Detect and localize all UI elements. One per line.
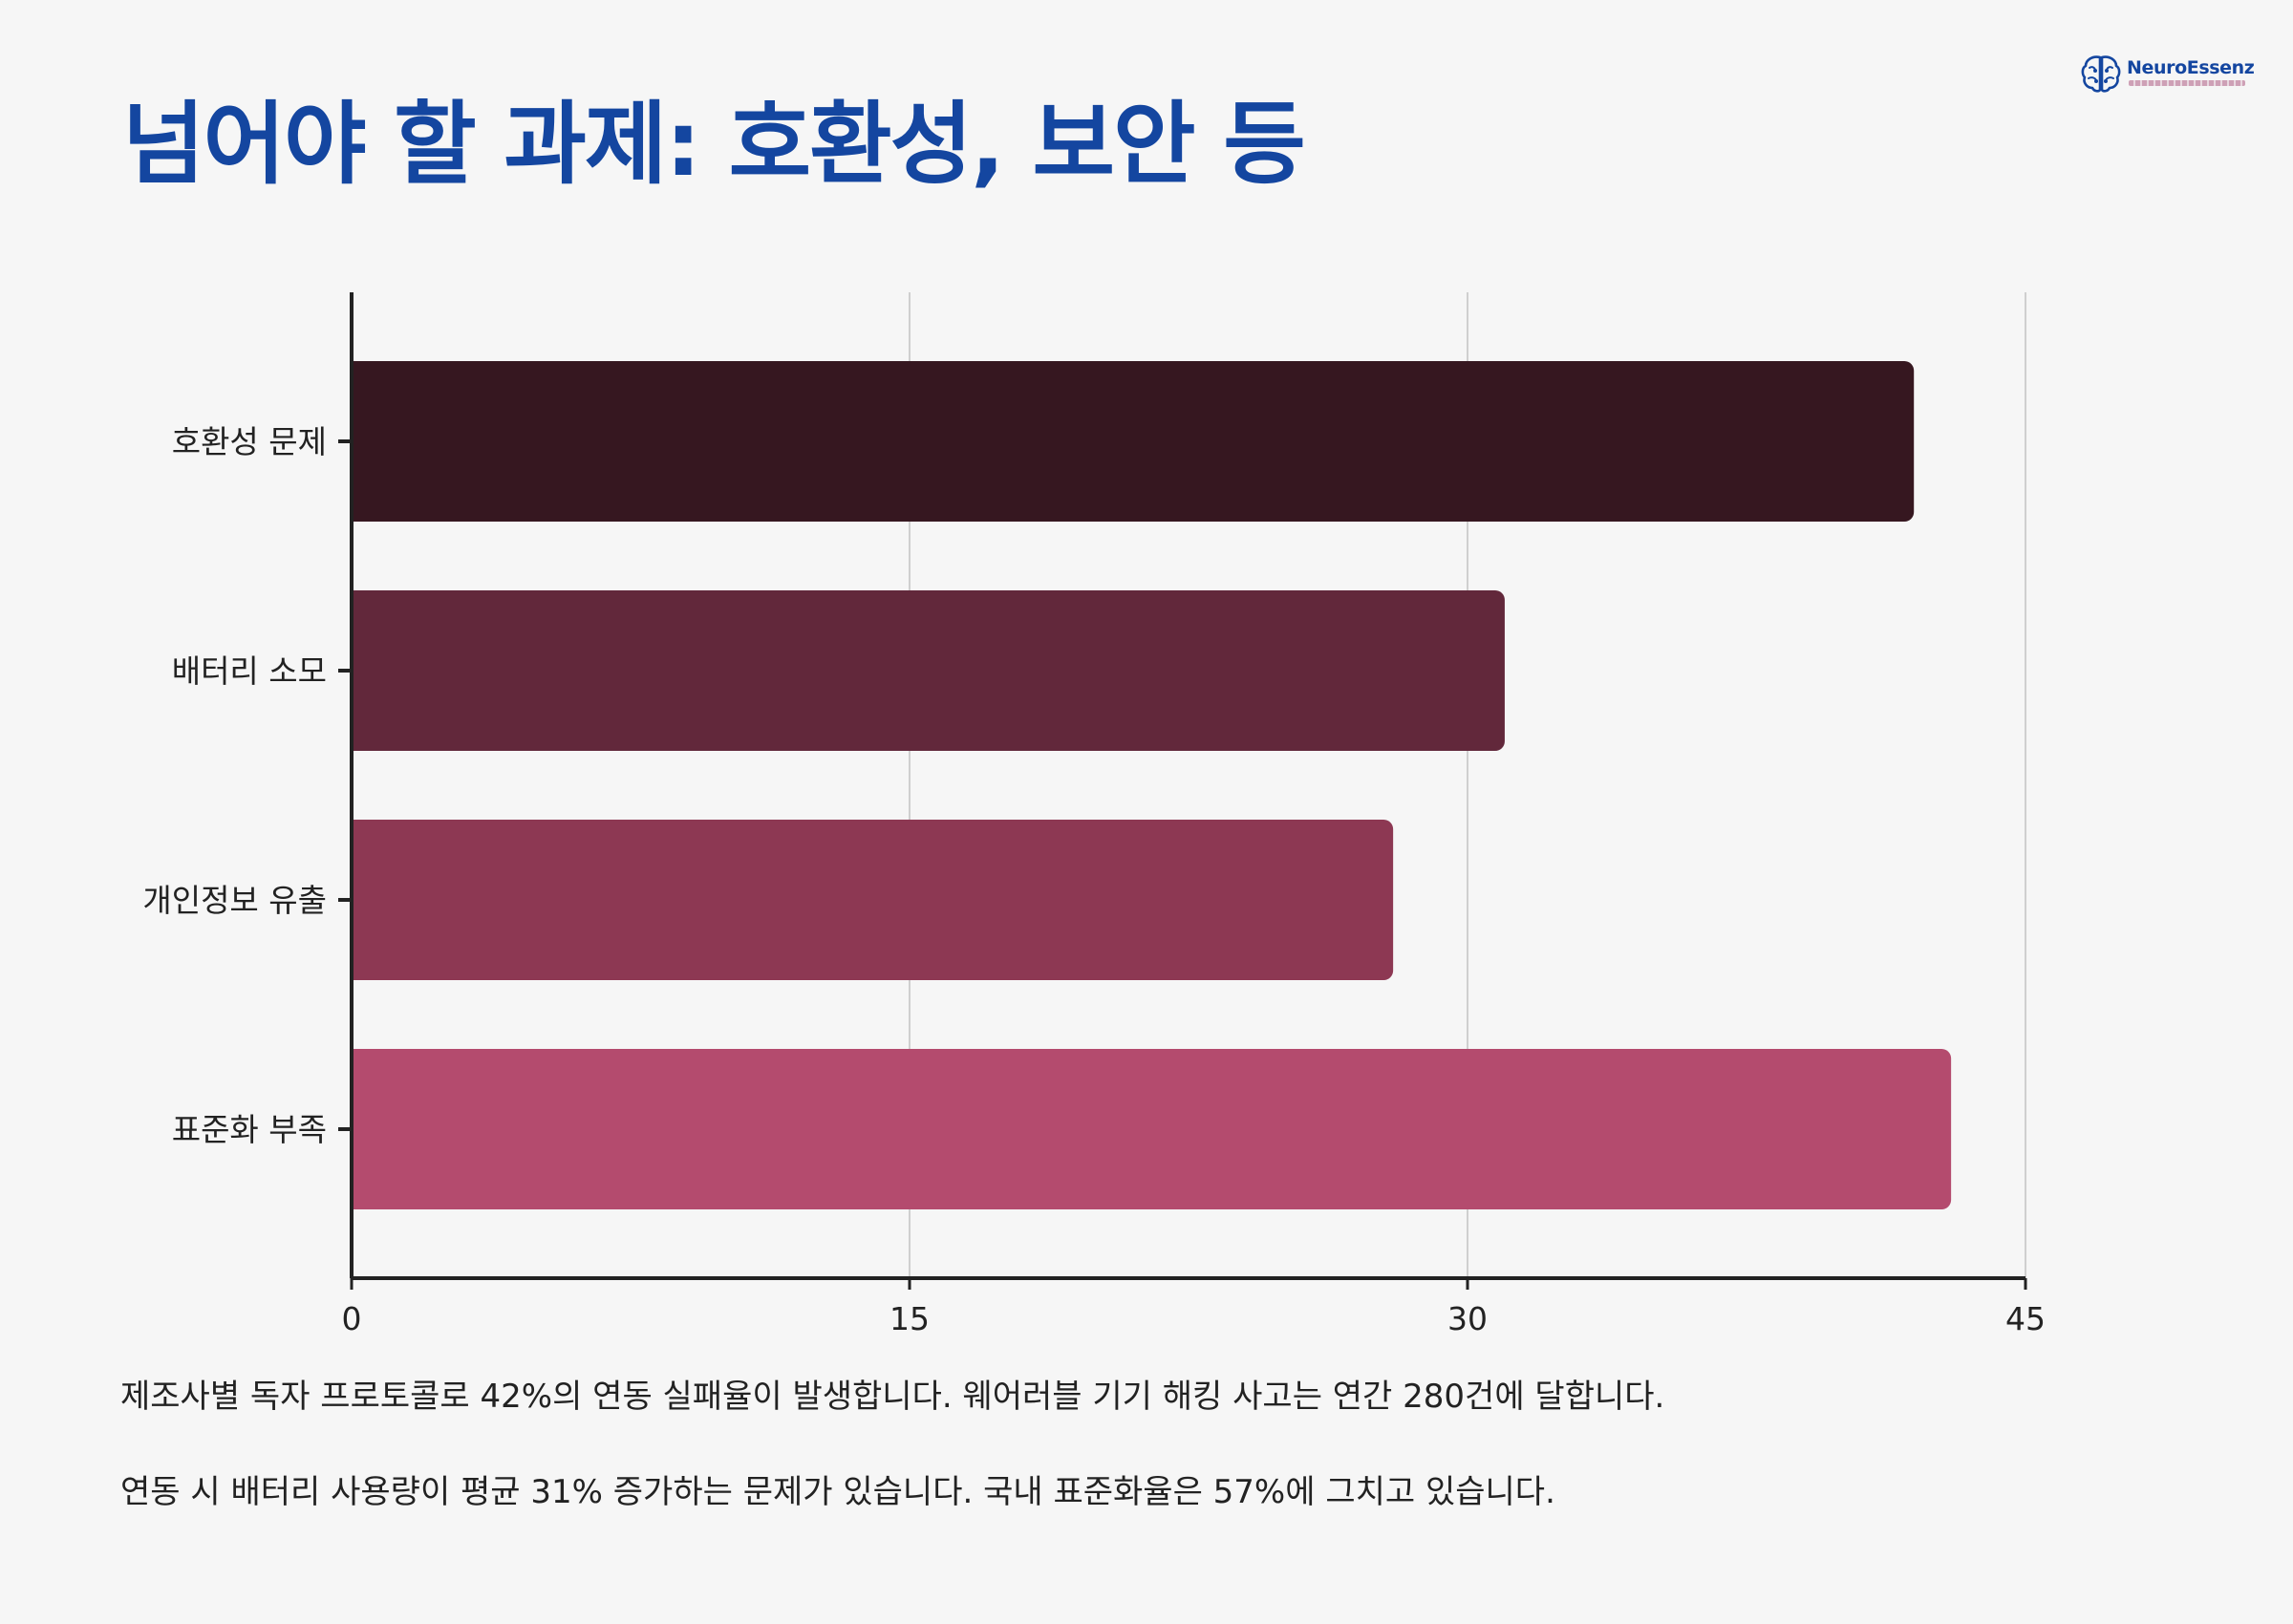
note-text: 제조사별 독자 프로토콜로 42%의 연동 실패율이 발생합니다. 웨어러블 기… — [120, 1378, 1665, 1416]
note-text: 연동 시 배터리 사용량이 평균 31% 증가하는 문제가 있습니다. 국내 표… — [120, 1473, 1555, 1511]
axis-layer — [338, 292, 2027, 1290]
bar — [352, 1049, 1952, 1209]
bar — [352, 361, 1915, 522]
bar-layer — [352, 361, 1952, 1209]
x-tick-label: 15 — [889, 1300, 930, 1337]
logo-name: NeuroEssenz — [2127, 57, 2255, 78]
bar — [352, 820, 1394, 980]
bar-edge — [352, 361, 365, 522]
bar — [352, 590, 1505, 751]
category-label: 표준화 부족 — [172, 1111, 327, 1148]
x-tick-label: 45 — [2005, 1300, 2046, 1337]
bar-edge — [352, 820, 365, 980]
logo-tagline-graphic — [2129, 80, 2245, 86]
bar-edge — [352, 590, 365, 751]
category-label: 배터리 소모 — [172, 652, 327, 690]
x-tick-label: 0 — [342, 1300, 362, 1337]
x-tick-label: 30 — [1447, 1300, 1488, 1337]
notes: 제조사별 독자 프로토콜로 42%의 연동 실패율이 발생합니다. 웨어러블 기… — [120, 1376, 2175, 1567]
category-label: 개인정보 유출 — [142, 882, 327, 919]
bar-edge — [352, 1049, 365, 1209]
brand-logo: NeuroEssenz — [2079, 52, 2255, 99]
page-title: 넘어야 할 과제: 호환성, 보안 등 — [122, 93, 1306, 197]
brain-icon — [2081, 55, 2121, 93]
category-label: 호환성 문제 — [172, 423, 327, 460]
